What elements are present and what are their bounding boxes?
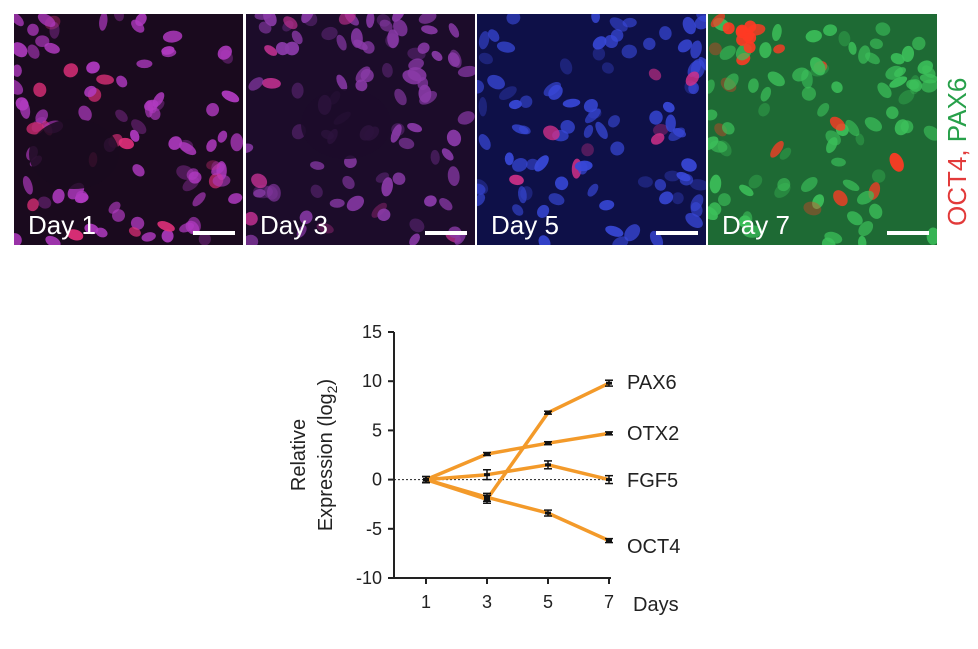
data-point — [484, 473, 490, 477]
x-axis-title: Days — [633, 594, 679, 616]
panel-day-label: Day 3 — [260, 210, 328, 240]
series-line-pax6 — [425, 381, 610, 502]
x-tick-label: 3 — [482, 592, 492, 612]
series-label-fgf5: FGF5 — [627, 470, 678, 492]
micrograph-panel: Day 3 — [246, 14, 475, 245]
data-point — [545, 411, 551, 415]
micrograph-image — [14, 14, 243, 245]
y-tick-label: -5 — [366, 519, 382, 539]
micrograph-image — [246, 14, 475, 245]
y-axis-title: Relative — [288, 419, 310, 491]
data-point — [606, 381, 612, 385]
micrograph-panel: Day 5 — [477, 14, 706, 245]
data-point — [423, 478, 429, 482]
scale-bar — [425, 231, 467, 235]
series-label-pax6: PAX6 — [627, 372, 677, 394]
scale-bar — [887, 231, 929, 235]
y-tick-label: 15 — [362, 322, 382, 342]
x-tick-label: 1 — [421, 592, 431, 612]
micrograph-image — [708, 14, 937, 245]
data-point — [545, 463, 551, 467]
y-tick-label: 5 — [372, 420, 382, 440]
data-point — [606, 478, 612, 482]
panel-day-label: Day 5 — [491, 210, 559, 240]
scale-bar — [193, 231, 235, 235]
data-point — [545, 511, 551, 515]
x-tick-label: 5 — [543, 592, 553, 612]
data-point — [606, 431, 612, 435]
data-point — [484, 452, 490, 456]
y-axis-title-line2: Expression (log2) — [315, 379, 340, 531]
series-line-otx2 — [425, 431, 610, 482]
panel-day-label: Day 1 — [28, 210, 96, 240]
y-tick-label: -10 — [356, 568, 382, 588]
micrograph-image — [477, 14, 706, 245]
data-point — [545, 441, 551, 445]
data-point — [606, 539, 612, 543]
y-tick-label: 10 — [362, 371, 382, 391]
data-point — [484, 495, 490, 499]
x-tick-label: 7 — [604, 592, 614, 612]
panel-day-label: Day 7 — [722, 210, 790, 240]
micrograph-panel: Day 1 — [14, 14, 243, 245]
series-line-fgf5 — [425, 463, 610, 482]
series-line-oct4 — [425, 477, 610, 543]
scale-bar — [656, 231, 698, 235]
series-label-oct4: OCT4 — [627, 536, 680, 558]
series-label-otx2: OTX2 — [627, 423, 679, 445]
micrograph-panel: Day 7 — [708, 14, 937, 245]
y-tick-label: 0 — [372, 470, 382, 490]
